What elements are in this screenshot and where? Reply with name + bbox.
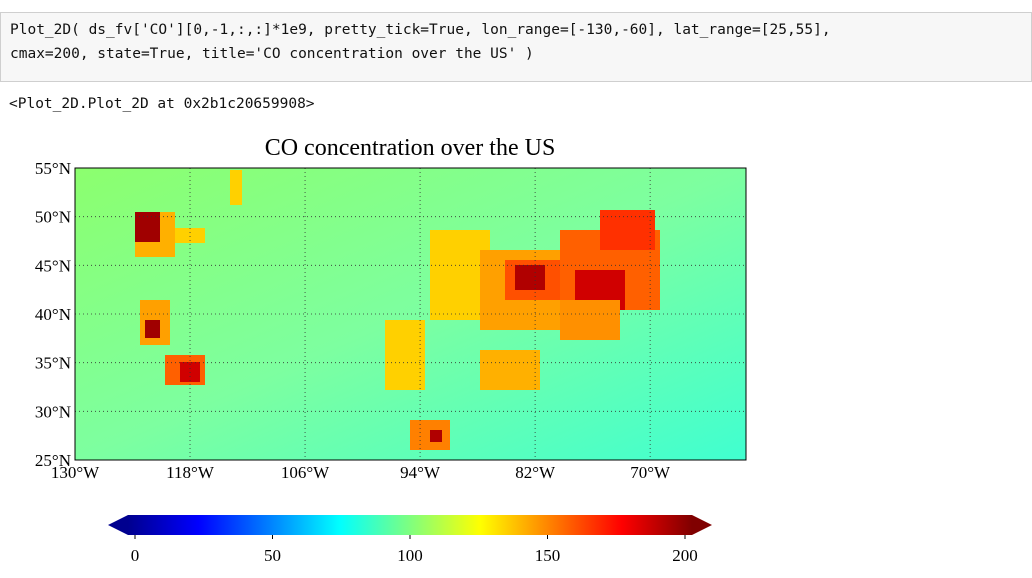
lat-tick-label: 25°N [35,451,71,470]
lat-tick-label: 35°N [35,354,71,373]
lon-tick-label: 82°W [515,463,556,482]
colorbar-extend-min [108,515,128,535]
code-line: Plot_2D( ds_fv['CO'][0,-1,:,:]*1e9, pret… [10,22,831,38]
lat-tick-label: 30°N [35,402,71,421]
code-line: cmax=200, state=True, title='CO concentr… [10,46,534,62]
lon-tick-label: 94°W [400,463,441,482]
lon-tick-label: 70°W [630,463,671,482]
output-text: <Plot_2D.Plot_2D at 0x2b1c20659908> [9,96,315,112]
colorbar-tick-label: 50 [264,546,281,565]
lon-tick-label: 118°W [166,463,215,482]
colorbar-tick-label: 100 [397,546,423,565]
colorbar [128,515,692,535]
lat-tick-label: 45°N [35,256,71,275]
lat-tick-label: 55°N [35,159,71,178]
lon-tick-label: 130°W [51,463,100,482]
map-frame [74,167,747,461]
colorbar-tick-label: 200 [672,546,698,565]
code-cell[interactable]: Plot_2D( ds_fv['CO'][0,-1,:,:]*1e9, pret… [0,12,1032,82]
colorbar-tick-label: 0 [131,546,140,565]
map-title: CO concentration over the US [265,135,556,161]
lon-tick-label: 106°W [281,463,330,482]
lat-tick-label: 50°N [35,208,71,227]
colorbar-tick-label: 150 [535,546,561,565]
colorbar-extend-max [692,515,712,535]
lat-tick-label: 40°N [35,305,71,324]
